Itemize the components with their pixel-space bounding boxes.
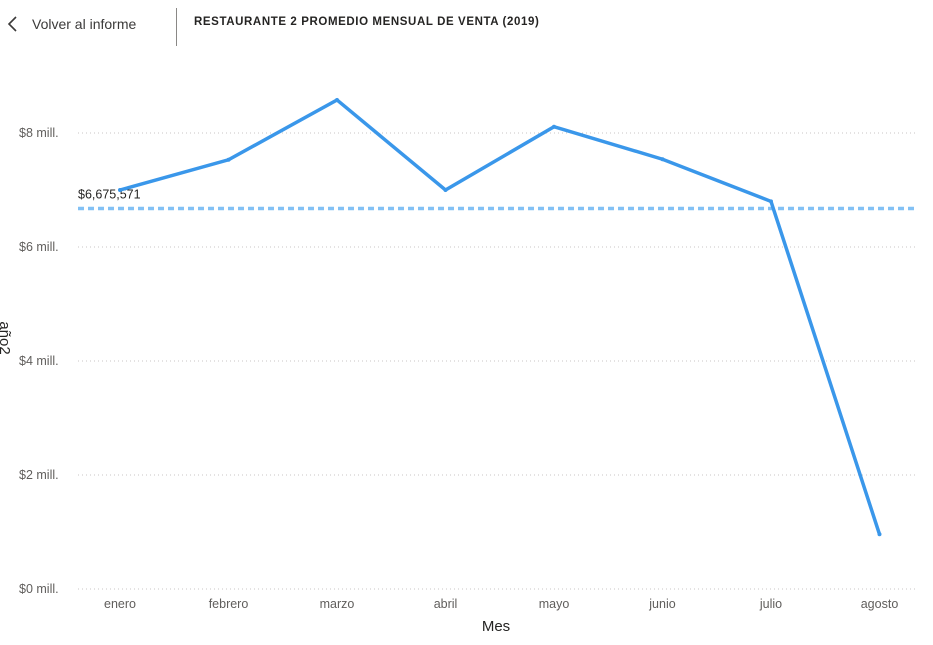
x-tick-label: mayo — [539, 597, 570, 611]
x-tick-label: febrero — [209, 597, 249, 611]
data-point[interactable] — [226, 157, 231, 162]
data-point[interactable] — [118, 188, 122, 192]
gridlines — [78, 132, 916, 590]
back-to-report-button[interactable]: Volver al informe — [6, 10, 136, 38]
average-line-label: $6,675,571 — [78, 187, 141, 201]
y-axis-title: año2 — [0, 321, 13, 354]
data-point[interactable] — [335, 97, 339, 102]
data-point[interactable] — [769, 199, 773, 204]
x-axis-ticks: enero febrero marzo abril mayo junio julio agos… — [104, 597, 898, 611]
y-axis-ticks: $0 mill. $2 mill. $4 mill. $6 mill. $8 mill. — [19, 126, 59, 596]
x-tick-label: julio — [759, 597, 782, 611]
x-tick-label: agosto — [861, 597, 899, 611]
back-to-report-label: Volver al informe — [32, 16, 137, 32]
y-tick-label: $8 mill. — [19, 126, 59, 140]
x-tick-label: enero — [104, 597, 136, 611]
x-tick-label: junio — [648, 597, 675, 611]
y-tick-label: $2 mill. — [19, 468, 59, 482]
line-chart: $0 mill. $2 mill. $4 mill. $6 mill. $8 mill.… — [0, 97, 916, 635]
top-bar: Volver al informe RESTAURANTE 2 PROMEDIO… — [0, 0, 933, 48]
y-tick-label: $4 mill. — [19, 354, 59, 368]
report-title: RESTAURANTE 2 PROMEDIO MENSUAL DE VENTA … — [194, 16, 540, 28]
x-tick-label: abril — [434, 597, 458, 611]
header-divider — [176, 8, 177, 46]
x-axis-title: Mes — [482, 618, 510, 635]
y-tick-label: $6 mill. — [19, 240, 59, 254]
data-point[interactable] — [552, 124, 556, 129]
series-line[interactable] — [119, 97, 882, 535]
y-tick-label: $0 mill. — [19, 582, 59, 596]
data-point[interactable] — [660, 157, 665, 162]
data-point[interactable] — [443, 188, 448, 192]
chevron-left-icon — [6, 15, 18, 33]
data-point[interactable] — [877, 532, 882, 537]
average-line-group: $6,675,571 — [78, 187, 916, 211]
series-group[interactable] — [118, 97, 882, 537]
x-tick-label: marzo — [320, 597, 355, 611]
